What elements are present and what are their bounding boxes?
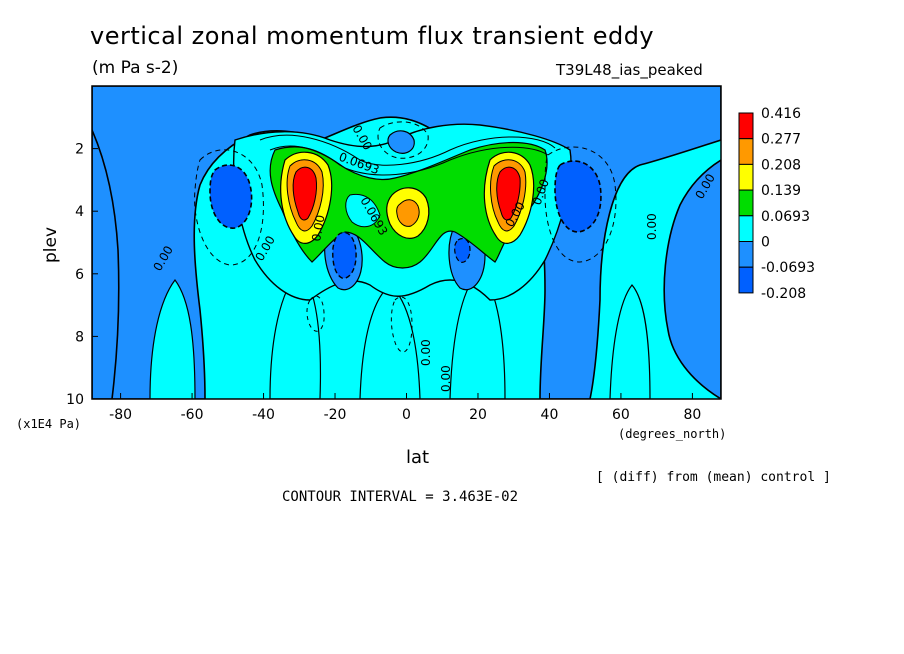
y-axis-label: plev bbox=[41, 227, 61, 263]
dashed-contour-right bbox=[544, 146, 617, 263]
min-center-left bbox=[332, 231, 357, 279]
x-axis-label: lat bbox=[406, 447, 429, 468]
legend-swatch bbox=[738, 241, 754, 268]
x-tick-label: 60 bbox=[612, 407, 630, 423]
x-tick-label: 0 bbox=[402, 407, 411, 423]
legend-label: -0.0693 bbox=[761, 260, 815, 276]
green-gap bbox=[345, 193, 381, 228]
plot-area bbox=[92, 86, 721, 399]
negative-region-right bbox=[663, 159, 721, 399]
min-center-right bbox=[454, 237, 471, 263]
contour-label: 0.00 bbox=[645, 213, 659, 240]
solid-contour-b bbox=[269, 145, 549, 176]
cyan-column-left bbox=[149, 278, 196, 399]
dashed-contour-mid-left bbox=[306, 295, 325, 332]
y-axis: 2 4 6 8 10 bbox=[66, 142, 98, 408]
legend-label: 0.0693 bbox=[761, 209, 810, 225]
x-tick-label: 80 bbox=[683, 407, 701, 423]
y-tick-label: 4 bbox=[75, 204, 84, 220]
chart-title: vertical zonal momentum flux transient e… bbox=[90, 22, 655, 50]
dashed-contour-left bbox=[194, 149, 264, 266]
x-tick-label: 20 bbox=[469, 407, 487, 423]
contour-label: 0.00 bbox=[419, 339, 433, 366]
x-tick-label: 40 bbox=[541, 407, 559, 423]
legend-label: 0.277 bbox=[761, 132, 801, 148]
x-axis: -80 -60 -40 -20 0 20 40 60 80 bbox=[109, 393, 701, 423]
contour-interval: CONTOUR INTERVAL = 3.463E-02 bbox=[282, 489, 519, 505]
diff-note: [ (diff) from (mean) control ] bbox=[596, 470, 831, 485]
cyan-column-right bbox=[609, 284, 651, 399]
y-tick-label: 10 bbox=[66, 392, 84, 408]
color-legend: 0.416 0.277 0.208 0.139 0.0693 0 -0.0693 -0.208 bbox=[738, 106, 815, 302]
left-max-red bbox=[292, 166, 317, 221]
legend-label: 0.208 bbox=[761, 157, 801, 173]
legend-label: 0 bbox=[761, 235, 770, 251]
run-label: T39L48_ias_peaked bbox=[556, 61, 703, 79]
x-tick-label: -20 bbox=[324, 407, 347, 423]
min-right bbox=[554, 160, 602, 233]
chart-units: (m Pa s-2) bbox=[92, 58, 179, 78]
legend-swatch bbox=[738, 138, 754, 165]
legend-swatch bbox=[738, 189, 754, 217]
x-tick-label: -80 bbox=[109, 407, 132, 423]
dashed-contour-top bbox=[377, 121, 429, 159]
dashed-contour-mid-right bbox=[390, 296, 413, 353]
legend-swatch bbox=[738, 266, 754, 294]
contour-label: 0.00 bbox=[439, 365, 453, 392]
legend-label: 0.139 bbox=[761, 183, 801, 199]
legend-swatch bbox=[738, 215, 754, 243]
x-tick-label: -40 bbox=[252, 407, 275, 423]
legend-label: 0.416 bbox=[761, 106, 801, 122]
legend-label: -0.208 bbox=[761, 286, 806, 302]
contour-label: 0.00 bbox=[309, 214, 327, 243]
x-axis-units: (degrees_north) bbox=[618, 427, 726, 441]
x-tick-label: -60 bbox=[181, 407, 204, 423]
y-tick-label: 6 bbox=[75, 267, 84, 283]
y-tick-label: 2 bbox=[75, 142, 84, 158]
neg-pocket-top bbox=[387, 130, 415, 154]
min-left bbox=[209, 164, 253, 229]
orange-center bbox=[396, 199, 420, 227]
right-max-red bbox=[496, 166, 521, 221]
legend-swatch bbox=[738, 112, 754, 140]
y-axis-units: (x1E4 Pa) bbox=[16, 417, 81, 431]
legend-swatch bbox=[738, 163, 754, 191]
solid-contour-a bbox=[259, 134, 556, 166]
y-tick-label: 8 bbox=[75, 329, 84, 345]
negative-region-left-column bbox=[92, 129, 120, 399]
